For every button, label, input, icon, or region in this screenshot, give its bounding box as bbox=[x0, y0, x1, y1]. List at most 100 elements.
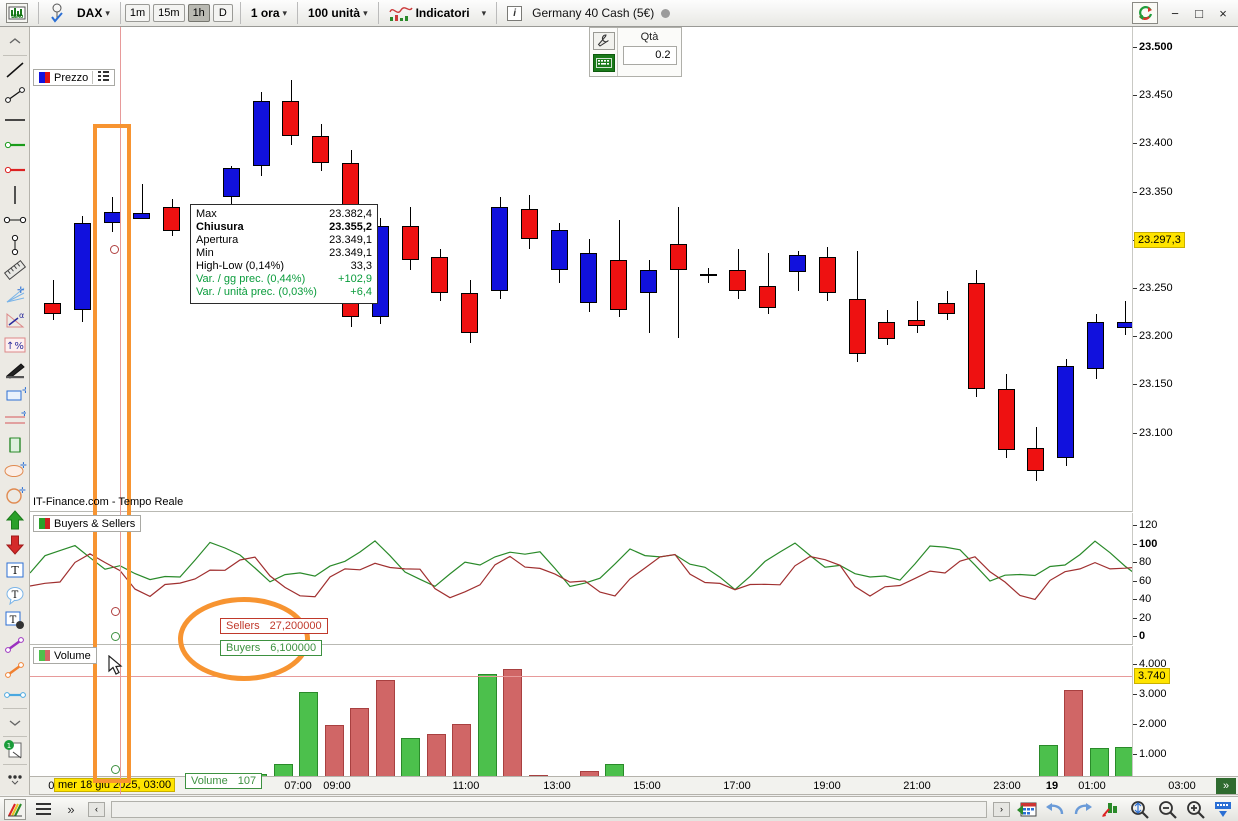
vertical-points-icon[interactable] bbox=[1, 232, 29, 257]
indicators-button[interactable]: Indicatori bbox=[383, 2, 476, 24]
band-icon[interactable] bbox=[1, 432, 29, 457]
minimize-button[interactable]: − bbox=[1171, 5, 1179, 21]
expand-panel-button[interactable]: » bbox=[67, 801, 75, 817]
price-axis[interactable]: 23.50023.45023.40023.35023.30023.25023.2… bbox=[1132, 27, 1185, 512]
candle-body bbox=[610, 259, 628, 310]
timeframe-1m[interactable]: 1m bbox=[124, 4, 151, 22]
symbol-selector[interactable]: DAX ▾ bbox=[71, 2, 116, 24]
layers-icon[interactable]: 1 bbox=[1, 738, 29, 763]
purple-segment-icon[interactable] bbox=[1, 632, 29, 657]
collapse-up-icon[interactable] bbox=[1, 29, 29, 54]
arrow-up-icon[interactable] bbox=[1, 507, 29, 532]
candle-body bbox=[967, 282, 985, 390]
undo-icon[interactable] bbox=[1044, 799, 1066, 820]
chart-tool-icon[interactable] bbox=[1100, 799, 1122, 820]
candle-body bbox=[848, 299, 866, 354]
buyers-sellers-panel[interactable]: Buyers & Sellers Sellers 27,200000 Buyer… bbox=[30, 513, 1185, 656]
candle-body bbox=[669, 243, 687, 270]
ruler-icon[interactable] bbox=[1, 257, 29, 282]
timeframe-1h[interactable]: 1h bbox=[187, 4, 210, 22]
toolbar-separator bbox=[377, 2, 379, 24]
quantity-panel[interactable]: Qtà 0.2 bbox=[589, 27, 682, 77]
angle-icon[interactable]: α bbox=[1, 307, 29, 332]
indicator-legend[interactable]: Buyers & Sellers bbox=[33, 515, 142, 532]
text-box-icon[interactable]: T bbox=[1, 557, 29, 582]
blue-segment-icon[interactable] bbox=[1, 682, 29, 707]
time-axis-label: 23:00 bbox=[993, 780, 1021, 792]
timeframe-d[interactable]: D bbox=[212, 4, 233, 22]
toolbar-separator bbox=[239, 2, 241, 24]
pencil-draw-icon[interactable] bbox=[1, 357, 29, 382]
instrument-info-button[interactable]: i bbox=[501, 2, 528, 24]
scroll-right-button[interactable]: › bbox=[993, 801, 1010, 817]
axis-tick bbox=[1133, 336, 1137, 338]
axis-tick bbox=[1133, 562, 1137, 563]
svg-text:✛: ✛ bbox=[17, 286, 25, 296]
horizontal-line-icon[interactable] bbox=[1, 107, 29, 132]
parallel-points-icon[interactable] bbox=[1, 207, 29, 232]
maximize-button[interactable]: □ bbox=[1195, 5, 1203, 21]
time-axis-label: 17:00 bbox=[723, 780, 751, 792]
axis-tick bbox=[1133, 664, 1137, 665]
redo-icon[interactable] bbox=[1072, 799, 1094, 820]
ellipse-icon[interactable]: ✛ bbox=[1, 457, 29, 482]
menu-icon[interactable] bbox=[32, 799, 54, 820]
keyboard-shortcut-icon[interactable] bbox=[1212, 799, 1234, 820]
volume-panel[interactable]: Volume Volume 107 4.0003.0002.0001.00003… bbox=[30, 646, 1185, 795]
volume-legend[interactable]: Volume bbox=[33, 647, 97, 664]
tooltip-value: 23.355,2 bbox=[329, 221, 372, 233]
instrument-selector-icon-button[interactable] bbox=[43, 2, 71, 24]
period-selector[interactable]: 1 ora ▾ bbox=[245, 2, 293, 24]
price-legend[interactable]: Prezzo bbox=[33, 69, 116, 86]
collapse-down-icon[interactable] bbox=[1, 710, 29, 735]
tooltip-label: Chiusura bbox=[196, 221, 244, 233]
trendline-icon[interactable] bbox=[1, 57, 29, 82]
arrow-down-icon[interactable] bbox=[1, 532, 29, 557]
zoom-fit-icon[interactable] bbox=[1128, 799, 1150, 820]
list-icon[interactable] bbox=[92, 71, 110, 84]
units-label: 100 unità bbox=[308, 6, 361, 20]
percent-icon[interactable]: ↑% bbox=[1, 332, 29, 357]
zoom-out-icon[interactable] bbox=[1156, 799, 1178, 820]
calendar-icon[interactable] bbox=[1016, 799, 1038, 820]
axis-tick bbox=[1133, 432, 1137, 434]
sellers-tag: Sellers 27,200000 bbox=[220, 618, 328, 634]
callout-icon[interactable]: T bbox=[1, 582, 29, 607]
tooltip-value: +102,9 bbox=[338, 273, 372, 285]
axis-tick bbox=[1133, 543, 1137, 545]
price-chart-panel[interactable]: Prezzo IT-Finance.com - Tempo Reale 23.5… bbox=[30, 27, 1185, 512]
candle-body bbox=[699, 274, 717, 277]
more-icon[interactable] bbox=[1, 766, 29, 791]
demo-button[interactable]: DEMO bbox=[0, 2, 34, 24]
green-ray-icon[interactable] bbox=[1, 132, 29, 157]
scroll-left-button[interactable]: ‹ bbox=[88, 801, 105, 817]
time-axis[interactable]: mer 18 giu 2025, 03:00 » 01:0005:0007:00… bbox=[30, 776, 1238, 795]
rectangle-icon[interactable]: ✛ bbox=[1, 382, 29, 407]
units-selector[interactable]: 100 unità ▾ bbox=[302, 2, 374, 24]
zoom-in-icon[interactable] bbox=[1184, 799, 1206, 820]
fan-icon[interactable]: ✛ bbox=[1, 282, 29, 307]
orange-segment-icon[interactable] bbox=[1, 657, 29, 682]
tooltip-row: Var. / gg prec. (0,44%) +102,9 bbox=[196, 273, 372, 286]
circle-icon[interactable]: ✛ bbox=[1, 482, 29, 507]
keyboard-icon[interactable] bbox=[592, 54, 615, 72]
refresh-icon[interactable] bbox=[1132, 2, 1158, 24]
scroll-forward-button[interactable]: » bbox=[1216, 778, 1236, 794]
wrench-icon[interactable] bbox=[592, 32, 615, 50]
text-anchor-icon[interactable]: T bbox=[1, 607, 29, 632]
horizontal-scrollbar[interactable] bbox=[111, 800, 987, 818]
quantity-input[interactable]: 0.2 bbox=[622, 46, 677, 65]
candle-body bbox=[550, 230, 568, 270]
segment-icon[interactable] bbox=[1, 82, 29, 107]
indicator-axis[interactable]: 120 100 80 60 40 20 0 bbox=[1132, 513, 1185, 645]
chart-container[interactable]: Prezzo IT-Finance.com - Tempo Reale 23.5… bbox=[30, 27, 1238, 795]
vertical-line-icon[interactable] bbox=[1, 182, 29, 207]
indicators-dropdown[interactable]: ▾ bbox=[476, 2, 493, 24]
axis-tick bbox=[1133, 95, 1137, 97]
close-button[interactable]: × bbox=[1219, 5, 1227, 21]
timeframe-15m[interactable]: 15m bbox=[153, 4, 185, 22]
red-ray-icon[interactable] bbox=[1, 157, 29, 182]
pencil-icon[interactable] bbox=[4, 798, 26, 820]
channel-icon[interactable]: ✛ bbox=[1, 407, 29, 432]
